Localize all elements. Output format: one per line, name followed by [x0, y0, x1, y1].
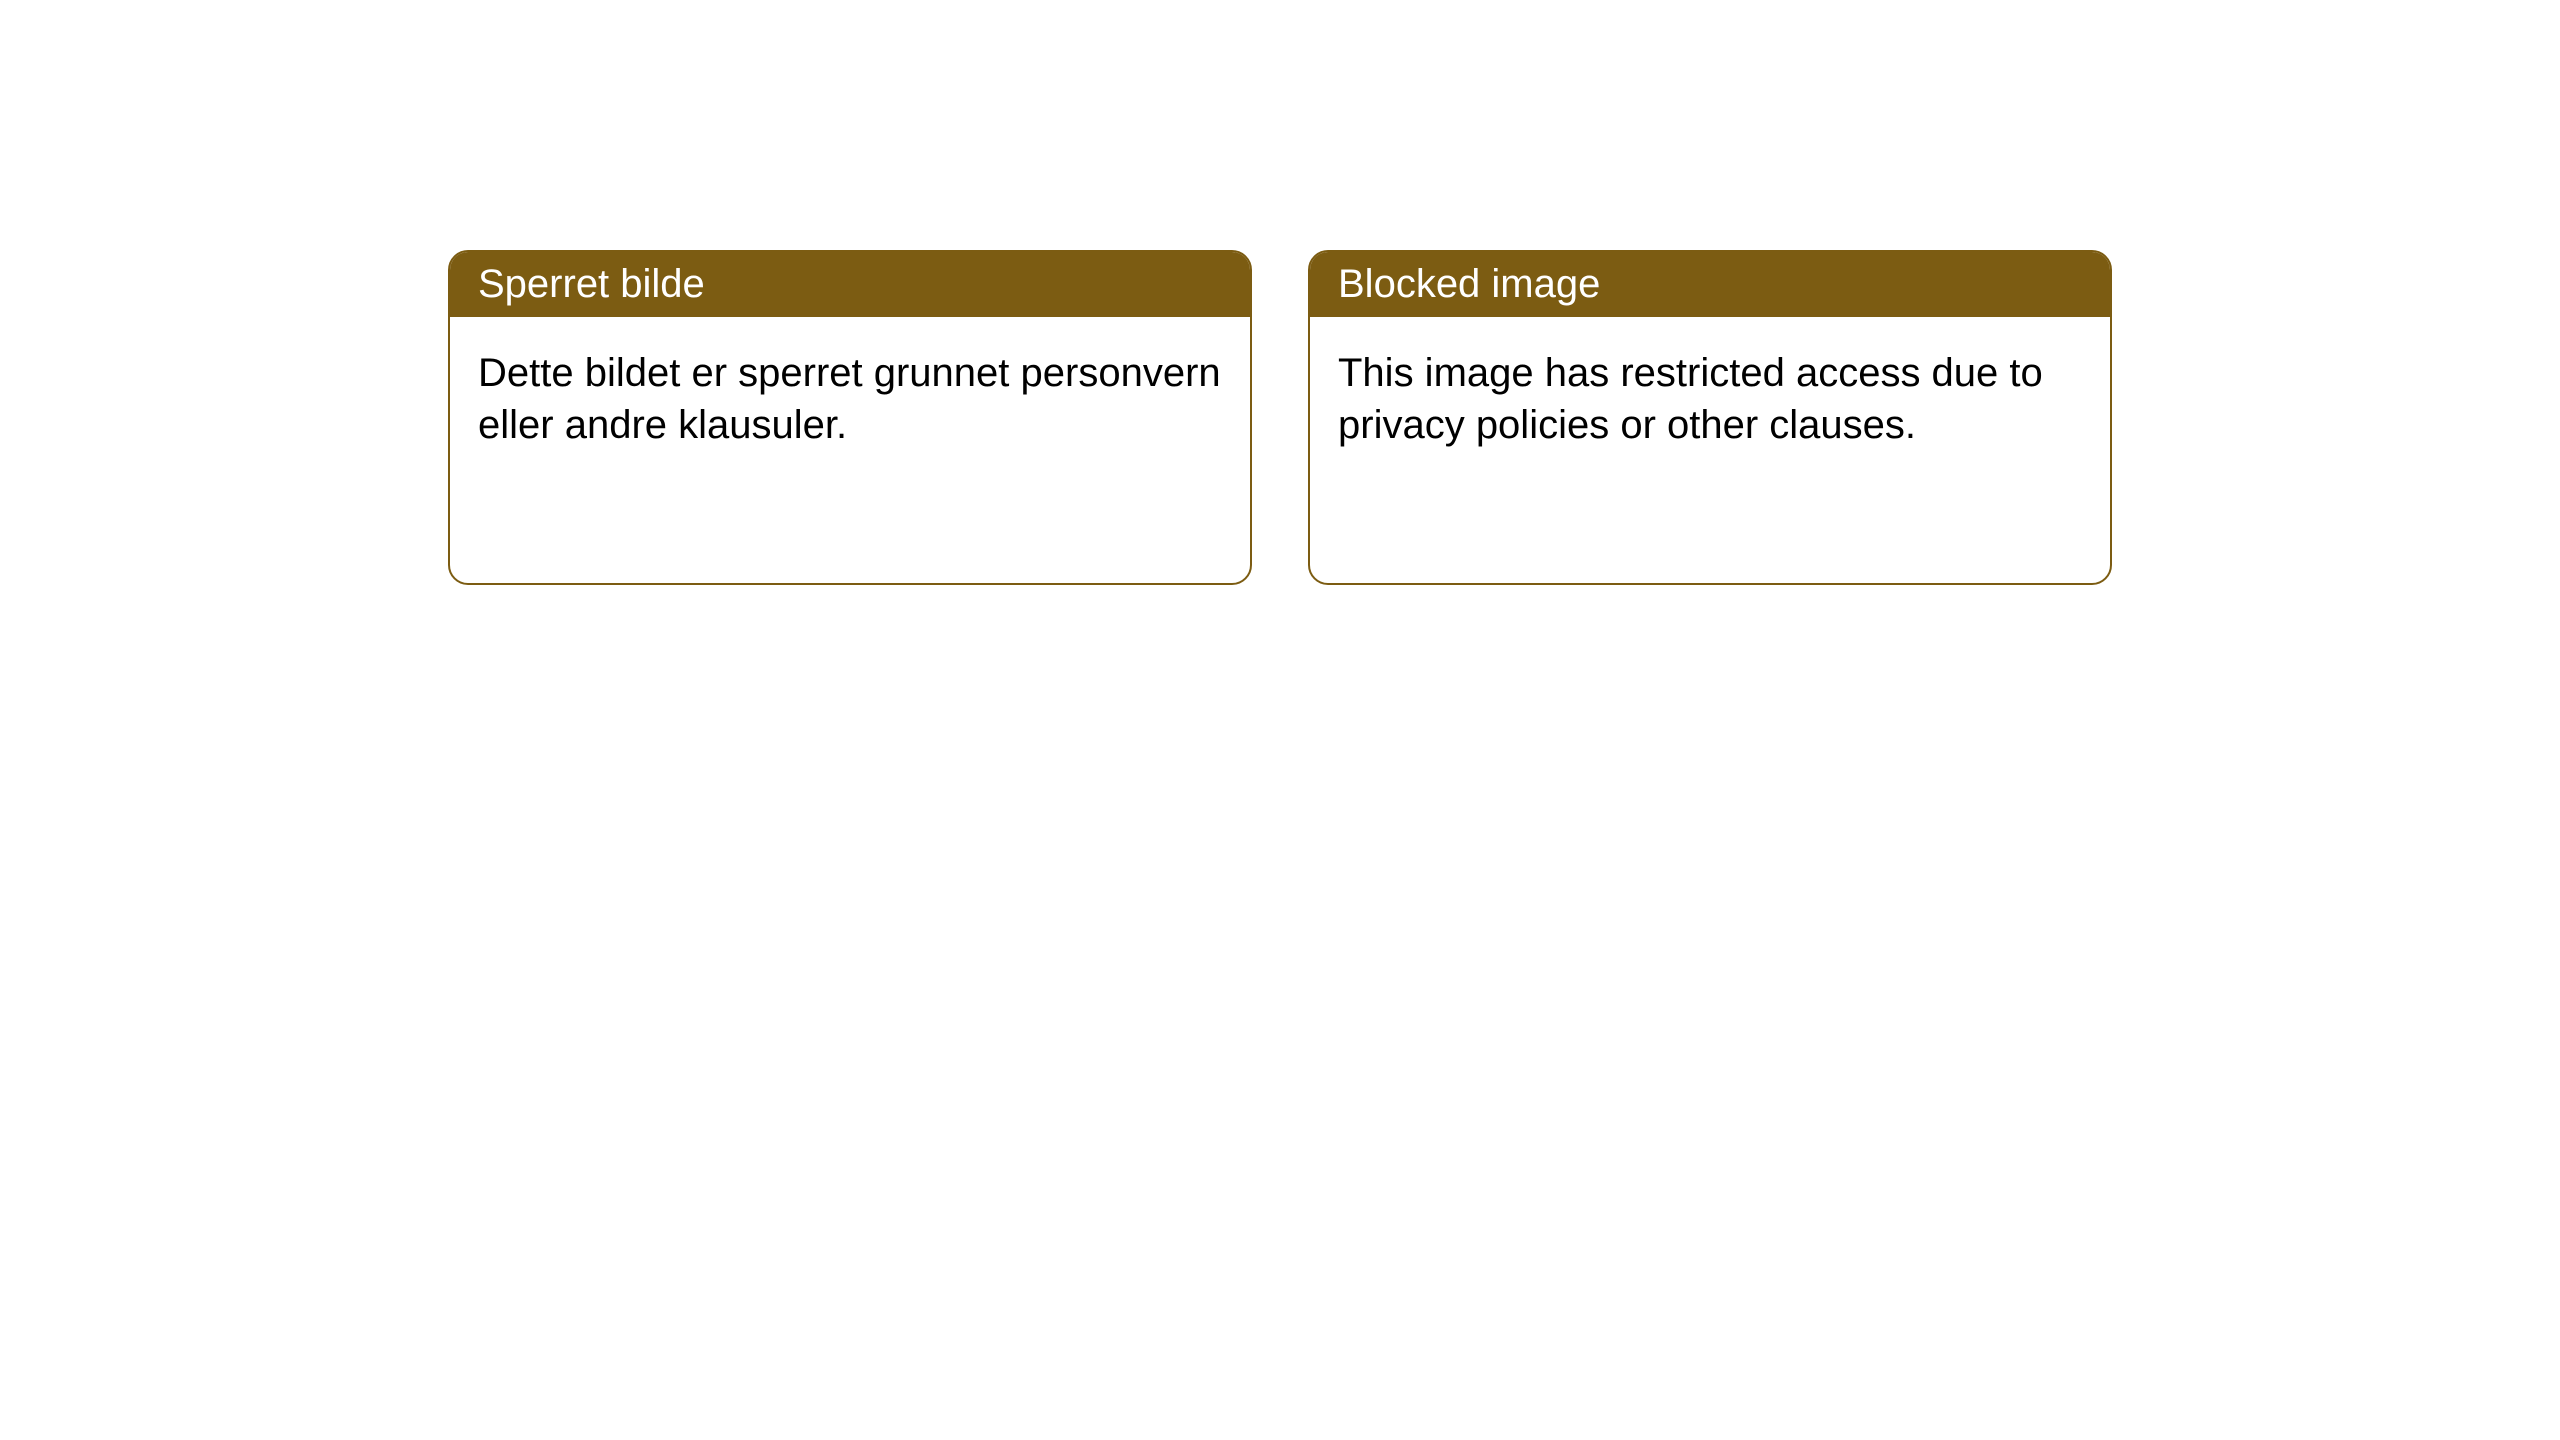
notice-body: This image has restricted access due to …	[1310, 317, 2110, 481]
notice-card-english: Blocked image This image has restricted …	[1308, 250, 2112, 585]
notice-body: Dette bildet er sperret grunnet personve…	[450, 317, 1250, 481]
notice-container: Sperret bilde Dette bildet er sperret gr…	[448, 250, 2112, 585]
notice-title: Blocked image	[1338, 262, 1600, 306]
notice-body-text: Dette bildet er sperret grunnet personve…	[478, 351, 1221, 447]
notice-header: Blocked image	[1310, 252, 2110, 317]
notice-header: Sperret bilde	[450, 252, 1250, 317]
notice-card-norwegian: Sperret bilde Dette bildet er sperret gr…	[448, 250, 1252, 585]
notice-body-text: This image has restricted access due to …	[1338, 351, 2043, 447]
notice-title: Sperret bilde	[478, 262, 705, 306]
